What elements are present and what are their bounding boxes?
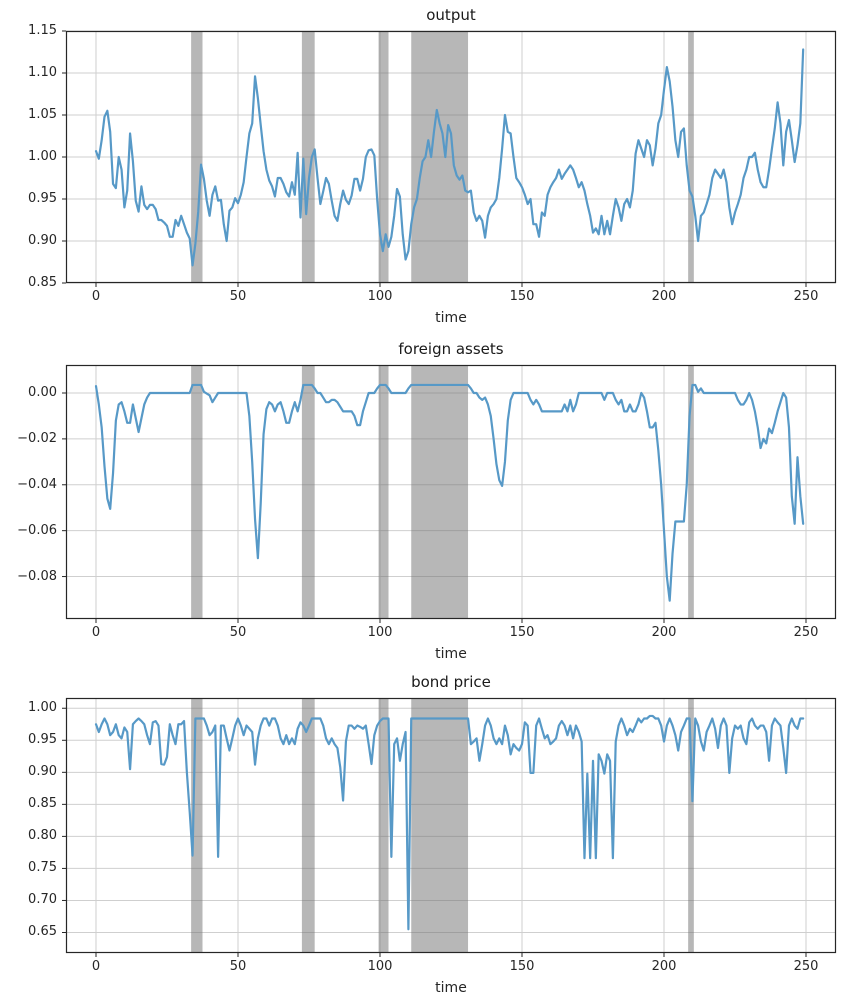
x-tick-label: 50	[229, 625, 247, 640]
shaded-band	[301, 31, 315, 283]
series-line	[94, 383, 805, 602]
shaded-band	[191, 365, 203, 619]
x-tick-label: 50	[229, 959, 247, 974]
y-tick-label: −0.08	[17, 568, 57, 584]
y-tick-label: 0.90	[28, 764, 57, 780]
y-tick-label: 0.70	[28, 892, 57, 908]
y-tick-label: −0.02	[17, 430, 57, 446]
x-tick-label: 50	[229, 289, 247, 304]
x-tick-label: 0	[91, 625, 101, 640]
x-tick-label: 200	[651, 289, 677, 304]
shaded-band	[301, 698, 315, 953]
plot-area-output	[62, 30, 837, 287]
x-tick-label: 200	[651, 625, 677, 640]
chart-title-output: output	[426, 6, 476, 24]
plot-svg	[62, 364, 837, 623]
y-tick-label: 1.00	[28, 700, 57, 716]
axes-spines	[65, 30, 837, 284]
x-tick-label: 0	[91, 959, 101, 974]
shaded-band	[688, 698, 694, 953]
x-axis-label-bond-price: time	[435, 980, 467, 996]
y-tick-label: 0.90	[28, 233, 57, 248]
x-axis-label-foreign-assets: time	[435, 646, 467, 662]
series-line	[94, 714, 805, 931]
shaded-band	[411, 365, 469, 619]
shaded-band	[688, 31, 694, 283]
x-tick-label: 250	[793, 289, 819, 304]
axes-spines	[65, 697, 837, 954]
shaded-band	[191, 698, 203, 953]
plot-svg	[62, 697, 837, 957]
y-tick-label: 1.10	[28, 65, 57, 80]
shaded-band	[411, 698, 469, 953]
shaded-band	[378, 698, 389, 953]
y-tick-label: 0.95	[28, 191, 57, 206]
x-tick-label: 0	[91, 289, 101, 304]
shaded-band	[378, 31, 389, 283]
shaded-band	[411, 31, 469, 283]
chart-title-foreign-assets: foreign assets	[398, 340, 504, 358]
shaded-band	[191, 31, 203, 283]
plot-svg	[62, 30, 837, 287]
x-tick-label: 150	[509, 959, 535, 974]
y-tick-label: −0.06	[17, 522, 57, 538]
y-tick-label: 1.05	[28, 107, 57, 122]
x-tick-label: 200	[651, 959, 677, 974]
plot-area-bond-price	[62, 697, 837, 957]
y-tick-label: 0.85	[28, 275, 57, 290]
x-tick-label: 100	[367, 959, 393, 974]
chart-title-bond-price: bond price	[411, 673, 491, 691]
y-tick-label: 0.65	[28, 924, 57, 940]
x-tick-label: 150	[509, 625, 535, 640]
y-tick-label: 0.75	[28, 860, 57, 876]
x-tick-label: 250	[793, 959, 819, 974]
x-tick-label: 250	[793, 625, 819, 640]
shaded-band	[378, 365, 389, 619]
shaded-band	[688, 365, 694, 619]
y-tick-label: 0.00	[28, 384, 57, 400]
y-tick-label: 0.95	[28, 732, 57, 748]
plot-area-foreign-assets	[62, 364, 837, 623]
x-axis-label-output: time	[435, 310, 467, 326]
axes-spines	[65, 364, 837, 620]
x-tick-label: 100	[367, 625, 393, 640]
y-tick-label: 1.15	[28, 23, 57, 38]
y-tick-label: −0.04	[17, 476, 57, 492]
x-tick-label: 100	[367, 289, 393, 304]
y-tick-label: 0.85	[28, 796, 57, 812]
shaded-band	[301, 365, 315, 619]
y-tick-label: 1.00	[28, 149, 57, 164]
series-line	[94, 48, 805, 267]
y-tick-label: 0.80	[28, 828, 57, 844]
x-tick-label: 150	[509, 289, 535, 304]
